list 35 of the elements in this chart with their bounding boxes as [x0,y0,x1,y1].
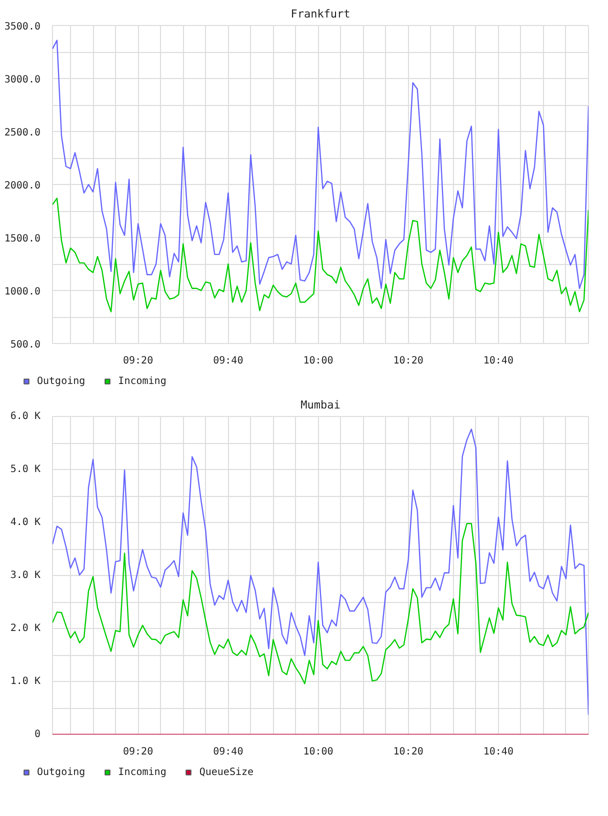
x-tick-label: 10:40 [483,356,514,366]
x-tick-label: 09:20 [123,746,154,758]
y-tick-label: 0 [34,729,41,740]
y-tick-label: 2500.0 [4,128,40,138]
legend-label: Incoming [118,375,166,387]
y-tick-label: 5.0 K [10,464,41,475]
x-tick-label: 10:00 [303,356,334,366]
y-tick-label: 1.0 K [10,676,41,687]
y-tick-label: 3.0 K [10,570,41,581]
y-tick-label: 3000.0 [4,74,40,86]
y-tick-label: 1500.0 [4,234,40,244]
legend-label: QueueSize [199,766,254,778]
line-series [52,40,588,289]
x-tick-label: 09:20 [123,356,154,366]
y-tick-label: 2.0 K [10,623,41,634]
line-series [52,198,588,312]
x-tick-label: 10:40 [483,746,514,758]
legend-label: Incoming [118,766,166,778]
line-series [52,522,588,684]
y-tick-label: 1000.0 [4,286,40,298]
x-tick-label: 09:40 [213,746,244,758]
x-tick-label: 09:40 [213,356,244,366]
y-tick-label: 500.0 [10,340,41,350]
legend-label: Outgoing [37,375,86,387]
y-tick-label: 6.0 K [10,411,41,422]
x-tick-label: 10:20 [393,356,424,366]
chart-title: Frankfurt [290,8,350,20]
line-series [52,428,588,716]
y-tick-label: 3500.0 [4,22,40,32]
x-tick-label: 10:00 [303,746,334,758]
chart-title: Mumbai [300,398,340,412]
y-tick-label: 4.0 K [10,517,41,528]
x-tick-label: 10:20 [393,746,424,758]
legend-label: Outgoing [37,766,86,778]
y-tick-label: 2000.0 [4,180,40,192]
